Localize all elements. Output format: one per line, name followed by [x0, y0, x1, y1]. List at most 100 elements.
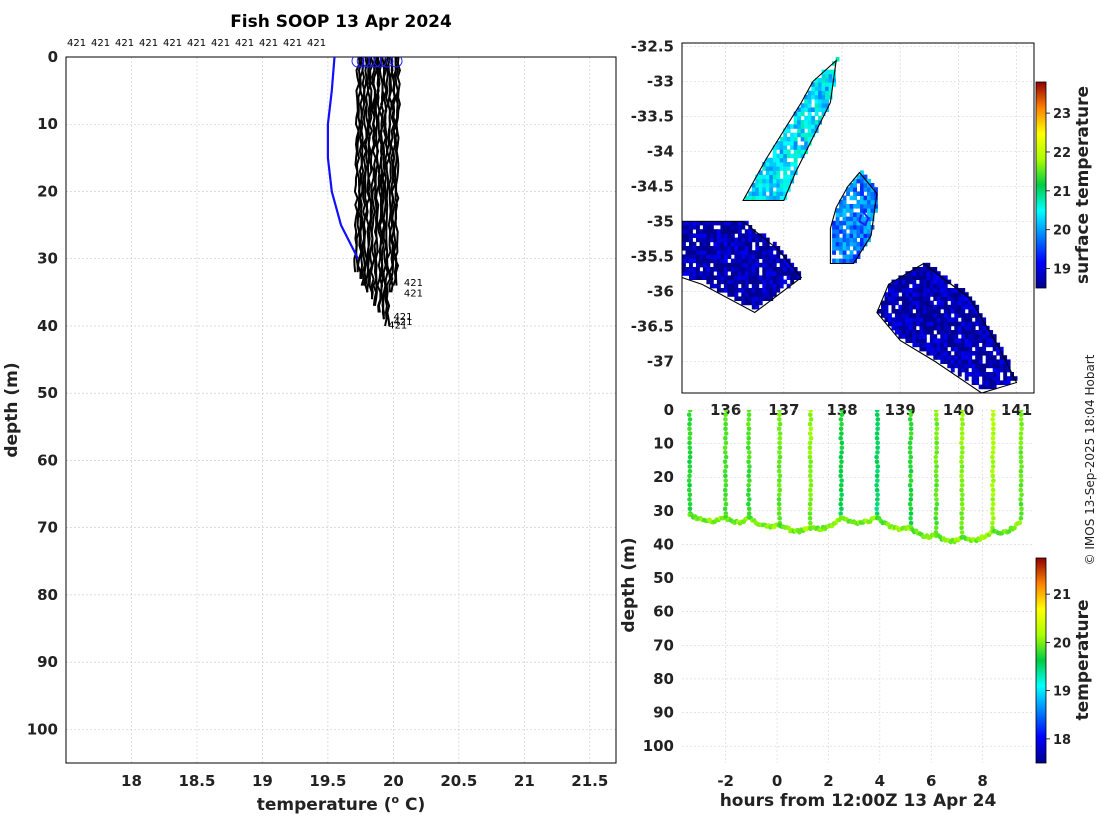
- sst-pixel: [716, 279, 721, 285]
- sst-pixel: [846, 204, 850, 209]
- sst-pixel: [765, 166, 770, 171]
- sst-pixel: [978, 351, 983, 356]
- sst-pixel: [846, 246, 850, 251]
- map-y-tick-label: -37: [647, 353, 674, 371]
- sst-pixel: [856, 250, 861, 255]
- sst-pixel: [961, 325, 966, 331]
- sst-pixel: [723, 258, 728, 264]
- sst-pixel: [891, 292, 896, 297]
- sst-pixel: [835, 229, 840, 234]
- sst-pixel: [741, 300, 746, 306]
- sst-pixel: [804, 132, 809, 138]
- sst-pixel: [692, 246, 697, 251]
- sst-pixel: [744, 267, 749, 272]
- sst-pixel: [922, 330, 927, 335]
- profile-frame: [65, 56, 617, 764]
- sst-pixel: [933, 338, 938, 343]
- section-colorbar-tick-label: 20: [1053, 636, 1071, 651]
- sst-pixel: [943, 317, 948, 322]
- sst-pixel: [741, 288, 746, 293]
- sst-pixel: [807, 107, 812, 112]
- sst-pixel: [894, 321, 899, 327]
- section-point: [807, 450, 813, 455]
- profile-top-label: 421: [115, 38, 134, 49]
- sst-pixel: [940, 288, 945, 293]
- sst-pixel: [765, 254, 770, 259]
- sst-pixel: [957, 351, 962, 356]
- section-y-tick-label: 20: [653, 468, 674, 486]
- sst-pixel: [867, 216, 871, 222]
- sst-pixel: [723, 220, 728, 226]
- sst-pixel: [832, 250, 836, 255]
- sst-pixel: [881, 309, 885, 314]
- sst-pixel: [933, 321, 938, 327]
- sst-pixel: [968, 330, 973, 335]
- sst-pixel: [706, 237, 711, 243]
- sst-pixel: [755, 246, 760, 251]
- sst-pixel: [950, 309, 955, 314]
- sst-pixel: [772, 254, 777, 259]
- sst-pixel: [971, 334, 976, 339]
- sst-pixel: [765, 174, 770, 180]
- sst-pixel: [818, 107, 822, 112]
- sst-pixel: [720, 233, 725, 238]
- sst-pixel: [853, 254, 857, 259]
- sst-pixel: [825, 90, 829, 96]
- sst-pixel: [943, 283, 948, 289]
- sst-pixel: [814, 86, 819, 91]
- sst-pixel: [751, 229, 756, 234]
- sst-pixel: [730, 241, 735, 247]
- sst-pixel: [786, 166, 791, 171]
- section-point: [908, 410, 913, 413]
- sst-pixel: [702, 254, 707, 259]
- sst-pixel: [856, 199, 861, 205]
- sst-pixel: [702, 258, 707, 264]
- sst-pixel: [898, 317, 903, 322]
- sst-pixel: [751, 271, 756, 276]
- sst-pixel: [709, 237, 714, 243]
- sst-pixel: [929, 279, 934, 285]
- section-point: [875, 501, 880, 507]
- sst-pixel: [699, 233, 704, 238]
- sst-pixel: [898, 313, 903, 318]
- sst-pixel: [776, 178, 781, 184]
- sst-pixel: [800, 136, 805, 142]
- sst-pixel: [832, 78, 836, 83]
- sst-pixel: [779, 145, 784, 150]
- sst-pixel: [751, 275, 756, 280]
- sst-pixel: [706, 229, 711, 234]
- sst-pixel: [947, 325, 952, 331]
- sst-pixel: [874, 208, 878, 213]
- sst-pixel: [786, 275, 791, 280]
- sst-pixel: [950, 359, 955, 364]
- sst-pixel: [936, 296, 941, 301]
- sst-pixel: [915, 330, 920, 335]
- sst-pixel: [933, 313, 938, 318]
- sst-pixel: [964, 338, 969, 343]
- section-point: [908, 473, 913, 479]
- profile-line: [381, 57, 390, 320]
- sst-pixel: [769, 250, 774, 255]
- sst-pixel: [971, 330, 976, 335]
- sst-pixel: [758, 296, 763, 301]
- sst-pixel: [894, 317, 899, 322]
- sst-pixel: [961, 321, 966, 327]
- sst-pixel: [765, 237, 770, 243]
- sst-pixel: [814, 107, 819, 112]
- sst-pixel: [762, 191, 767, 196]
- sst-pixel: [919, 292, 924, 297]
- section-point: [908, 497, 914, 502]
- sst-pixel: [793, 132, 798, 138]
- section-point: [722, 459, 728, 465]
- sst-pixel: [881, 304, 885, 310]
- sst-pixel: [919, 338, 924, 343]
- section-point: [777, 516, 782, 521]
- sst-pixel: [874, 204, 878, 209]
- section-point: [838, 511, 843, 516]
- sst-pixel: [783, 183, 788, 188]
- sst-pixel: [849, 241, 854, 247]
- sst-pixel: [915, 338, 920, 343]
- sst-pixel: [891, 288, 896, 293]
- sst-pixel: [971, 309, 976, 314]
- sst-pixel: [821, 86, 826, 91]
